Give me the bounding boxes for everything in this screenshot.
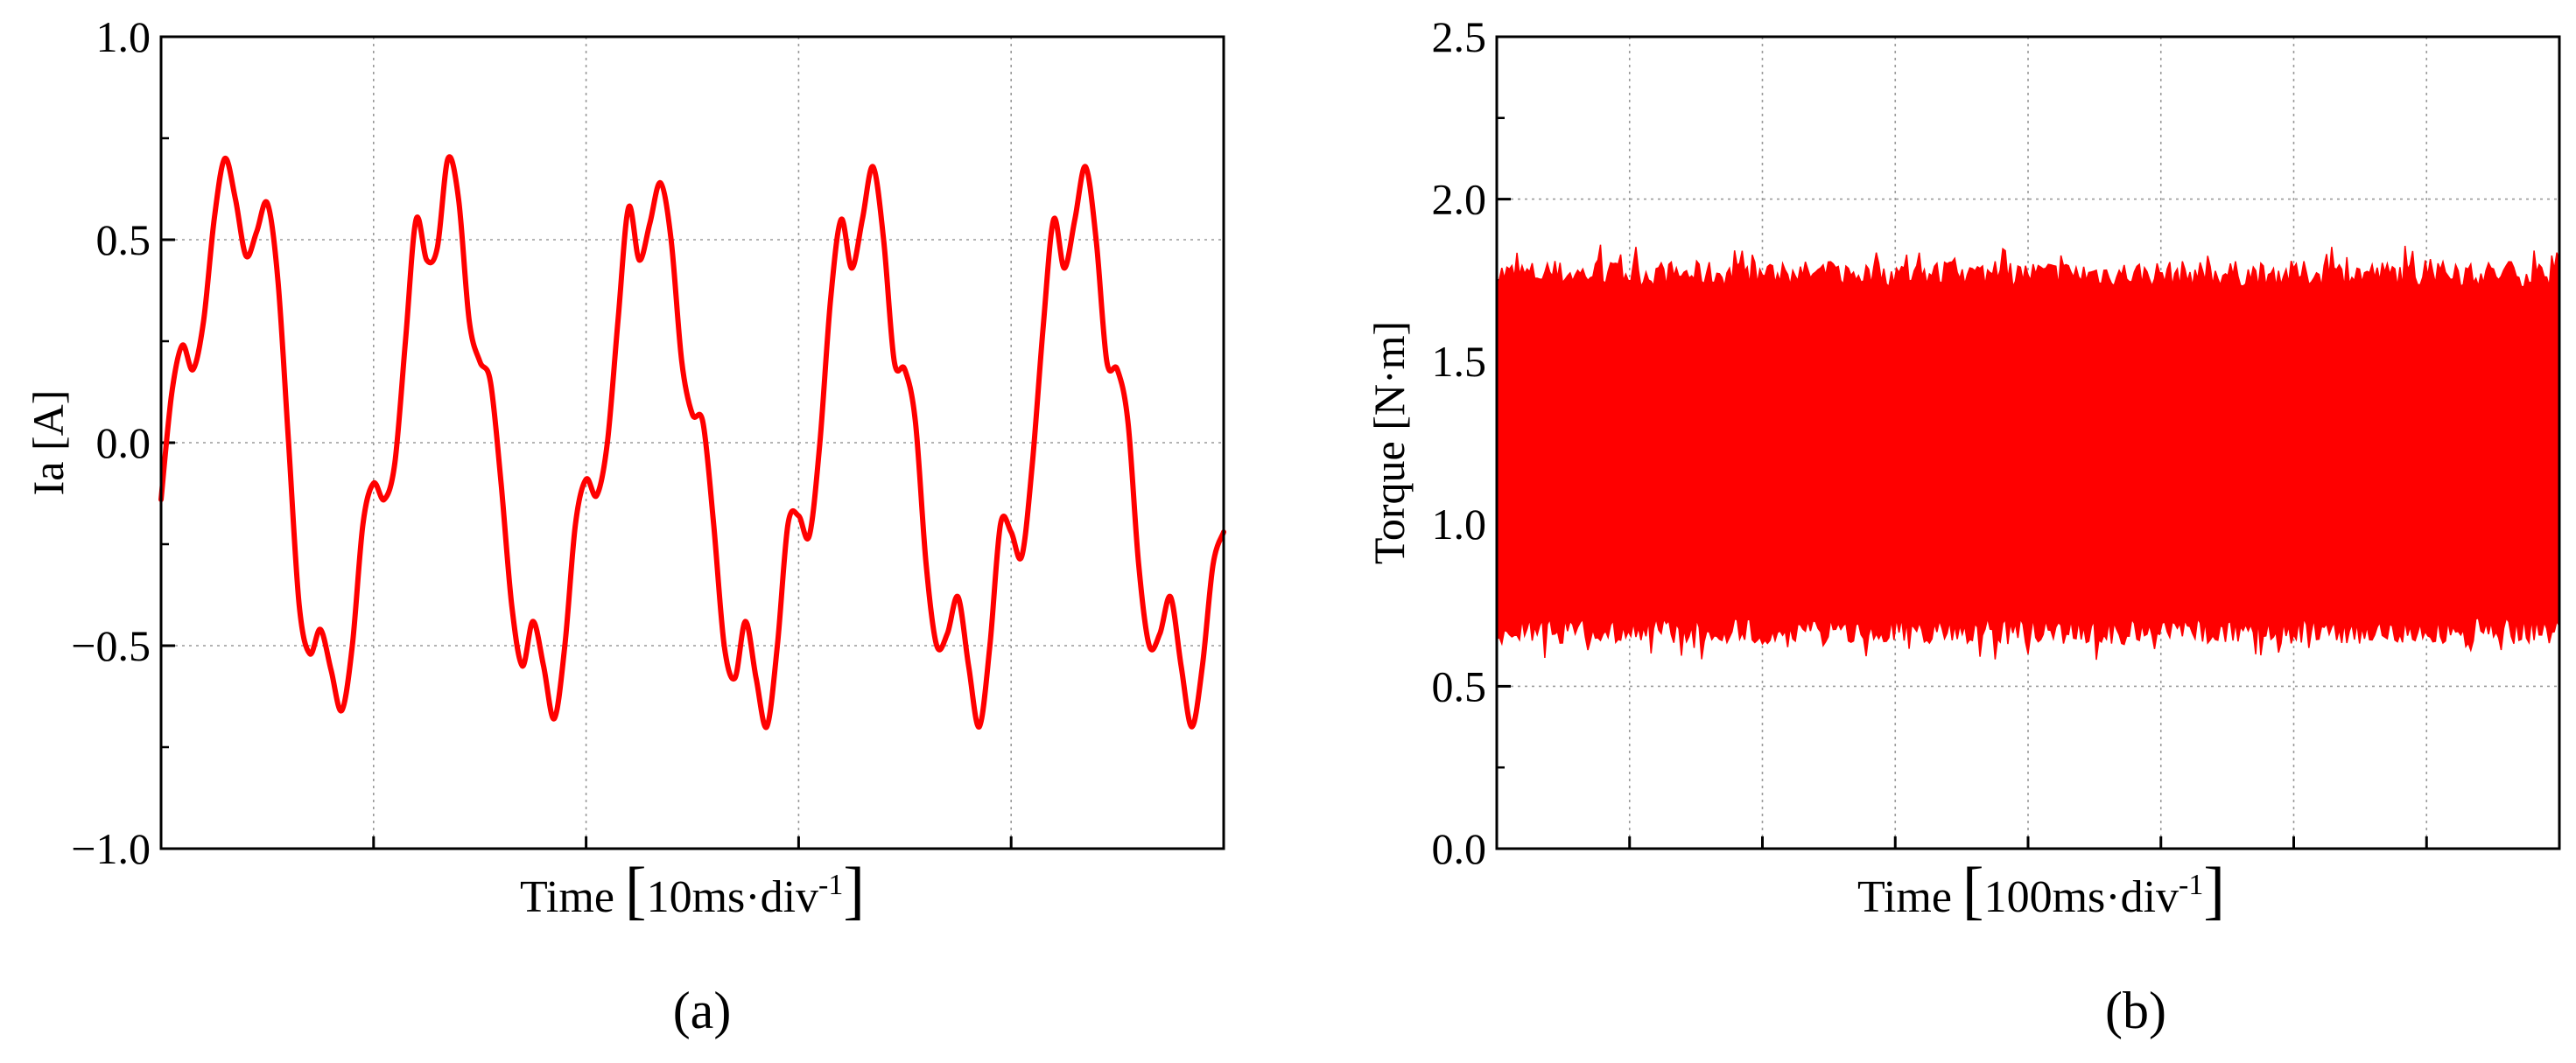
panel-a-x-axis-label: Time [10ms·div-1] (520, 855, 865, 927)
panel-a-y-tick-label: 1.0 (96, 12, 151, 61)
panel-b-y-tick-label: 0.0 (1432, 824, 1487, 873)
panel-a-x-label-bracket-open: [ (625, 855, 647, 927)
panel-b-x-label-bracket-open: [ (1962, 855, 1984, 927)
panel-a-grid (161, 37, 1224, 849)
panel-a-x-label-unit-exponent: -1 (818, 869, 843, 901)
panel-b-label: (b) (2105, 982, 2166, 1039)
panel-b-plot-frame (1495, 35, 2561, 850)
panel-a-plot-frame (159, 35, 1225, 850)
panel-b-y-tick-labels: 0.0 0.5 1.0 1.5 2.0 2.5 (1432, 12, 1487, 873)
panel-a-x-label-unit: 10ms·div (647, 872, 818, 922)
panel-b-x-label-bracket-close: ] (2203, 855, 2225, 927)
panel-b-y-tick-label: 2.0 (1432, 175, 1487, 224)
panel-a-x-label-name: Time (520, 872, 614, 922)
panel-b-y-tick-label: 1.5 (1432, 337, 1487, 386)
panel-a-ia-series-line (158, 154, 1226, 731)
panel-a-y-axis-label: Ia [A] (24, 390, 73, 496)
panel-b-y-axis-label: Torque [N·m] (1365, 321, 1414, 564)
panel-a-y-tick-label: 0.0 (96, 418, 151, 467)
panel-b-torque-ripple-band (1496, 244, 2560, 661)
panel-a-y-tick-label: −0.5 (71, 621, 151, 670)
panel-a-x-label-bracket-close: ] (843, 855, 865, 927)
panel-b-x-label-unit-exponent: -1 (2179, 869, 2203, 901)
panel-a-label: (a) (673, 982, 732, 1039)
panel-b-x-label-name: Time (1857, 872, 1952, 922)
panel-b-x-axis-label: Time [100ms·div-1] (1857, 855, 2225, 927)
panel-a-y-tick-label: 0.5 (96, 215, 151, 264)
panel-a-y-tick-labels: −1.0 −0.5 0.0 0.5 1.0 (71, 12, 151, 873)
panel-b-torque-series-area (1496, 244, 2560, 661)
panel-b-y-tick-label: 0.5 (1432, 661, 1487, 710)
panel-b-y-tick-label: 1.0 (1432, 500, 1487, 549)
panel-b-y-tick-label: 2.5 (1432, 12, 1487, 61)
panel-a-y-tick-label: −1.0 (71, 824, 151, 873)
panel-b-x-label-unit: 100ms·div (1984, 872, 2179, 922)
panel-a-ia-current: −1.0 −0.5 0.0 0.5 1.0 Ia [A] Time [10ms·div-1… (24, 12, 1226, 1039)
panel-b-torque: 0.0 0.5 1.0 1.5 2.0 2.5 Torque [N·m] Time [100… (1365, 12, 2561, 1039)
